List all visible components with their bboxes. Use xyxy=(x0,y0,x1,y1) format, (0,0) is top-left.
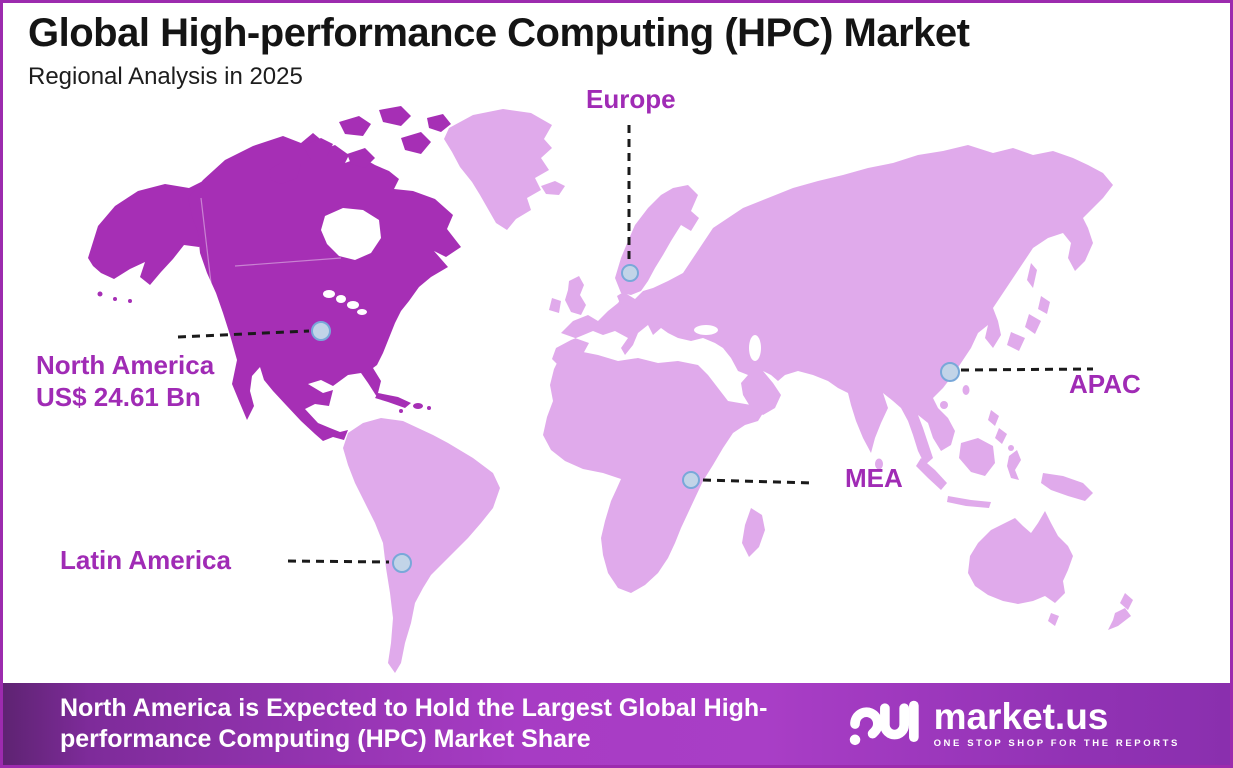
region-philippines-island xyxy=(1008,445,1014,451)
footer-message-line1: North America is Expected to Hold the La… xyxy=(60,694,768,722)
aleutian-island xyxy=(97,291,103,297)
great-lake xyxy=(357,309,367,315)
region-sulawesi xyxy=(1007,450,1021,480)
footer-banner: North America is Expected to Hold the La… xyxy=(3,683,1230,765)
region-sri-lanka xyxy=(875,458,883,470)
region-japan xyxy=(1007,296,1050,351)
region-philippines xyxy=(988,410,1007,444)
brand-text: market.us ONE STOP SHOP FOR THE REPORTS xyxy=(933,696,1180,749)
region-eurasia xyxy=(552,145,1113,465)
label-north-america-value: US$ 24.61 Bn xyxy=(36,382,201,412)
region-iceland xyxy=(541,181,565,195)
aleutian-island xyxy=(113,297,117,301)
great-lake xyxy=(336,295,346,303)
region-new-zealand xyxy=(1108,593,1133,630)
label-europe: Europe xyxy=(586,84,676,114)
water-cutouts xyxy=(321,208,761,361)
base-regions xyxy=(343,109,1133,673)
region-uk xyxy=(565,276,586,315)
brand-name: market.us xyxy=(933,696,1109,737)
marker-apac xyxy=(940,362,960,382)
region-ireland xyxy=(549,298,561,313)
label-north-america-name: North America xyxy=(36,350,215,380)
highlight-regions xyxy=(88,106,461,441)
great-lake xyxy=(347,301,359,309)
label-north-america: North America US$ 24.61 Bn xyxy=(36,349,214,413)
region-arctic-islands xyxy=(269,106,451,184)
great-lake xyxy=(323,290,335,298)
caspian-sea xyxy=(749,335,761,361)
marker-north-america xyxy=(311,321,331,341)
leader-line-north-america xyxy=(177,329,310,339)
map-markers xyxy=(311,264,960,573)
region-madagascar xyxy=(742,508,765,557)
marker-latin-america xyxy=(392,553,412,573)
region-south-america xyxy=(343,418,500,673)
footer-message: North America is Expected to Hold the La… xyxy=(60,693,768,755)
region-denmark xyxy=(617,291,629,306)
aleutian-island xyxy=(128,299,132,303)
marker-europe xyxy=(621,264,639,282)
region-greenland xyxy=(444,109,552,230)
leader-lines xyxy=(177,125,1094,564)
page-title: Global High-performance Computing (HPC) … xyxy=(28,11,970,55)
region-africa xyxy=(543,351,765,593)
region-tasmania xyxy=(1048,613,1059,626)
marketus-logo-icon xyxy=(849,700,919,746)
region-cuba xyxy=(375,393,411,408)
region-sakhalin xyxy=(1027,263,1037,288)
region-new-guinea xyxy=(1041,473,1093,501)
region-jamaica xyxy=(399,409,403,413)
region-borneo xyxy=(959,438,995,476)
region-hainan xyxy=(940,401,948,409)
brand-tagline: ONE STOP SHOP FOR THE REPORTS xyxy=(933,738,1180,749)
region-hispaniola xyxy=(413,403,423,409)
label-apac: APAC xyxy=(1069,369,1141,399)
leader-line-mea xyxy=(702,478,814,485)
leader-line-latin-america xyxy=(287,559,390,564)
region-sumatra xyxy=(916,458,947,490)
region-java xyxy=(947,496,991,508)
hudson-bay xyxy=(321,208,381,260)
world-map xyxy=(88,106,1133,673)
black-sea xyxy=(694,325,718,335)
region-puerto-rico xyxy=(427,406,431,410)
footer-message-line2: performance Computing (HPC) Market Share xyxy=(60,725,591,753)
page-subtitle: Regional Analysis in 2025 xyxy=(28,63,303,90)
region-north-america-mainland xyxy=(188,133,461,441)
label-latin-america: Latin America xyxy=(60,545,231,575)
label-mea: MEA xyxy=(845,463,903,493)
region-taiwan xyxy=(962,385,970,395)
brand-block: market.us ONE STOP SHOP FOR THE REPORTS xyxy=(848,693,1180,755)
country-borders xyxy=(200,197,342,284)
region-australia xyxy=(968,511,1073,604)
marker-mea xyxy=(682,471,700,489)
